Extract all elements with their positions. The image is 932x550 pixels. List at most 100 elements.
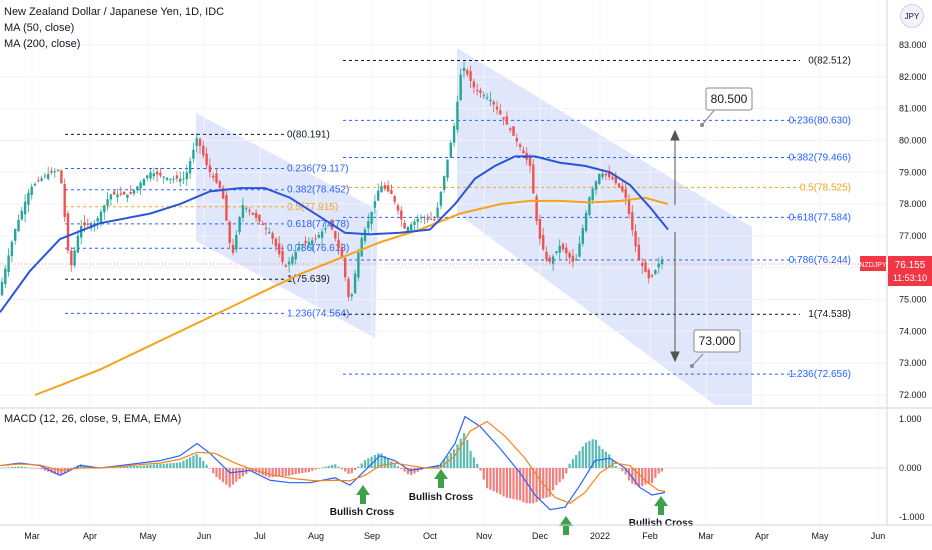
macd-histogram-bar [294,468,297,475]
macd-histogram-bar [634,468,637,486]
macd-histogram-bar [476,463,479,468]
candle-body [538,218,542,239]
candle-body [258,214,261,222]
candle-body [324,228,327,230]
macd-histogram-bar [0,467,4,469]
candle-body [126,194,129,198]
macd-histogram-bar [624,468,627,475]
macd-histogram-bar [354,468,357,470]
candle-body [99,211,103,222]
macd-legend: MACD (12, 26, close, 9, EMA, EMA) [4,413,182,425]
macd-histogram-bar [393,463,396,468]
candle-body [301,244,304,247]
macd-histogram-bar [618,468,621,469]
macd-histogram-bar [284,468,287,476]
macd-histogram-bar [413,468,416,474]
candle-body [195,138,198,146]
candle-body [83,222,86,226]
price-tick-label: 77.000 [899,231,927,241]
time-tick-label: Dec [532,531,549,541]
candle-body [344,258,347,278]
macd-histogram-bar [30,467,33,469]
macd-histogram-bar [185,459,188,468]
fib-level-label: 0.786(76.613) [287,243,349,254]
price-axis[interactable]: 83.000 82.000 81.000 80.000 79.000 78.000 77.0… [899,40,927,400]
candle-body [578,243,581,257]
macd-histogram-bar [585,442,588,468]
macd-line [0,415,666,511]
macd-histogram-bar [654,468,657,478]
time-axis[interactable]: Mar Apr May Jun Jul Aug Sep Oct Nov Dec 2022 Feb Mar… [24,531,885,541]
candle-body [419,217,423,219]
macd-histogram-bar [509,468,512,499]
macd-histogram-bar [377,453,380,468]
candle-body [469,71,472,81]
macd-histogram-bar [519,468,522,501]
candle-body [429,218,433,220]
candle-body [565,247,568,254]
candle-body [320,231,324,238]
candle-body [575,258,578,261]
macd-histogram-bar [647,468,650,484]
callout-upper-text: 80.500 [711,92,748,106]
macd-histogram-bar [568,463,571,468]
candle-body [528,156,532,166]
candle-body [452,125,456,143]
candle-body [337,239,340,249]
candle-body [281,250,284,262]
time-tick-label: Aug [308,531,324,541]
candle-body [248,210,251,212]
candle-body [598,173,601,184]
currency-badge[interactable]: JPY [900,4,924,28]
candle-body [27,192,30,205]
macd-histogram-bar [142,465,145,468]
candle-body [654,270,657,275]
macd-histogram-bar [489,468,492,490]
macd-histogram-bar [222,468,225,483]
candle-body [462,68,466,72]
candle-body [149,172,152,179]
candle-body [208,165,212,173]
price-tick-label: 73.000 [899,358,927,368]
candle-body [165,177,169,180]
candle-body [548,257,551,262]
macd-histogram-bar [535,468,538,503]
macd-histogram-bar [50,468,53,473]
macd-histogram-bar [291,468,294,475]
macd-histogram-bar [403,468,406,472]
macd-histogram-bar [350,468,353,474]
macd-histogram-bar [132,465,136,468]
macd-histogram-bar [390,461,393,468]
macd-histogram-bar [578,451,581,468]
candle-body [311,240,314,245]
candle-body [522,150,525,154]
bullish-cross-label-3: Bullish Cross [629,518,694,529]
price-candles [0,61,664,302]
candle-body [367,221,370,229]
macd-histogram-bar [231,468,235,485]
candle-body [106,199,109,206]
candle-body [614,175,617,184]
macd-histogram-bar [370,456,373,468]
candle-body [53,171,56,173]
macd-histogram-bar [202,460,205,468]
price-tick-label: 80.000 [899,135,927,145]
fib-level-label: 0.382(79.466) [789,152,851,163]
fib-level-label: 0.236(80.630) [789,115,851,126]
macd-histogram-bar [608,454,611,468]
macd-histogram-bar [340,468,343,470]
macd-axis[interactable]: 1.000 0.000 -1.000 [899,414,925,522]
candle-body [4,268,7,284]
candle-body [241,204,245,218]
time-tick-label: Mar [24,531,40,541]
candle-body [278,243,281,255]
macd-histogram-bar [175,462,178,468]
macd-histogram-bar [235,468,238,482]
candle-body [212,175,215,178]
macd-histogram-bar [363,460,367,468]
candle-body [512,126,515,136]
left-descending-channel [196,113,378,338]
candle-body [515,137,518,142]
macd-histogram-bar [416,468,419,472]
